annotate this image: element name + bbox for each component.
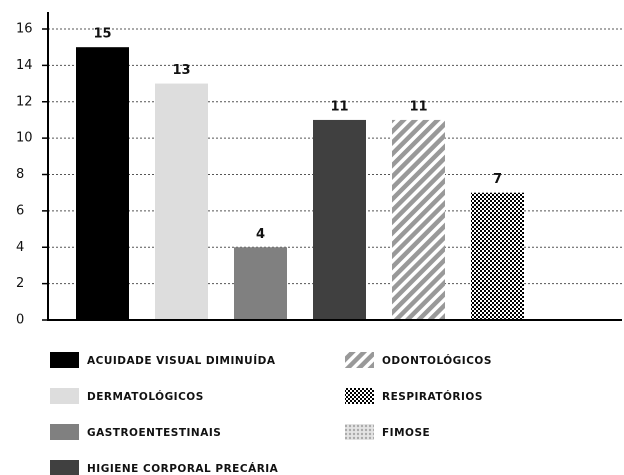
legend-swatch: [345, 388, 374, 404]
legend-swatch: [50, 424, 79, 440]
legend-label: FIMOSE: [382, 427, 430, 439]
y-tick-label: 16: [16, 22, 33, 37]
legend-swatch: [50, 352, 79, 368]
value-label: 11: [330, 99, 348, 114]
legend-label: ODONTOLÓGICOS: [382, 354, 492, 367]
value-label: 4: [256, 227, 265, 242]
legend-swatch: [50, 388, 79, 404]
bar: [471, 192, 524, 320]
legend-swatch: [345, 424, 374, 440]
bar: [155, 83, 208, 320]
legend-label: DERMATOLÓGICOS: [87, 390, 204, 403]
value-label: 15: [93, 27, 111, 42]
bar: [313, 119, 366, 320]
value-label: 13: [172, 63, 190, 78]
y-tick-label: 0: [16, 313, 24, 328]
legend-swatch: [345, 352, 374, 368]
value-label: 11: [409, 99, 427, 114]
legend-swatch: [50, 460, 79, 475]
y-tick-label: 2: [16, 276, 24, 291]
legend-label: GASTROENTESTINAIS: [87, 427, 221, 439]
y-tick-label: 12: [16, 94, 33, 109]
y-tick-label: 14: [16, 58, 33, 73]
bar: [234, 247, 287, 320]
legend-label: ACUIDADE VISUAL DIMINUÍDA: [87, 354, 276, 367]
bar: [392, 119, 445, 320]
y-tick-label: 6: [16, 203, 24, 218]
y-tick-label: 8: [16, 167, 24, 182]
value-label: 7: [493, 172, 502, 187]
y-tick-label: 4: [16, 240, 24, 255]
y-tick-label: 10: [16, 131, 33, 146]
legend-label: RESPIRATÓRIOS: [382, 390, 483, 403]
legend-label: HIGIENE CORPORAL PRECÁRIA: [87, 462, 279, 475]
bar: [76, 47, 129, 320]
